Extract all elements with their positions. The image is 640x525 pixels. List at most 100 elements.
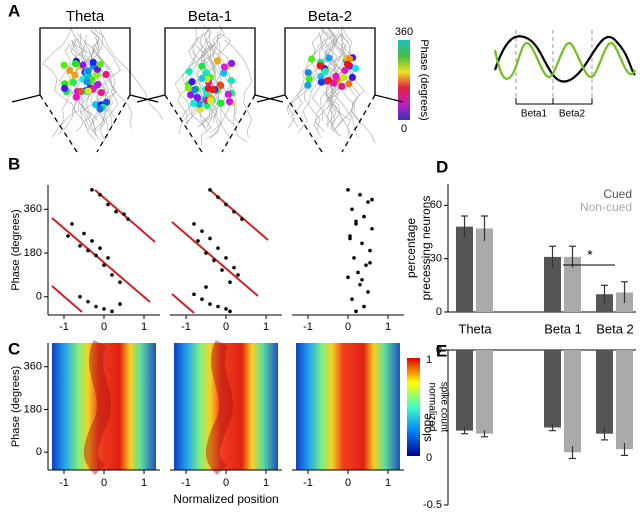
- colorbar-label: spike count: [438, 382, 449, 433]
- colorbar-tick: 1: [426, 354, 432, 366]
- point: [78, 294, 82, 299]
- point: [232, 265, 236, 270]
- point: [106, 202, 110, 207]
- point: [356, 270, 360, 275]
- neuron-branch: [224, 39, 253, 138]
- heatmap-peak: [206, 340, 233, 475]
- neuron-branch: [328, 34, 350, 121]
- neuron-branch: [92, 36, 116, 133]
- significance-mark: *: [587, 247, 593, 263]
- soma-dot: [338, 82, 346, 90]
- neuron-branch: [321, 25, 353, 122]
- soma-dot: [89, 58, 97, 66]
- point: [360, 241, 364, 246]
- soma-dot: [332, 72, 340, 80]
- y-tick-label: -0.5: [423, 499, 442, 511]
- x-tick-label: -1: [303, 321, 313, 333]
- point: [352, 256, 356, 260]
- neuron-branch: [83, 41, 114, 139]
- point: [98, 192, 102, 197]
- x-tick-label: 0: [223, 321, 229, 333]
- neuron-branch: [71, 40, 110, 132]
- soma-dot: [185, 68, 193, 76]
- point: [368, 260, 372, 265]
- soma-dot: [61, 84, 69, 92]
- point: [220, 268, 224, 272]
- heatmap: [174, 343, 278, 470]
- soma-dot: [190, 99, 198, 107]
- frame-dashed: [39, 94, 131, 153]
- point: [232, 209, 236, 214]
- x-tick-label: 0: [101, 477, 107, 489]
- soma-dot: [93, 71, 101, 79]
- soma-dot: [77, 87, 85, 95]
- soma-dot: [216, 81, 224, 89]
- point: [110, 309, 114, 314]
- x-tick-label: 0: [345, 321, 351, 333]
- point: [354, 219, 358, 224]
- point: [366, 200, 370, 204]
- y-axis-label: percentage: [404, 218, 418, 278]
- bar: [456, 226, 473, 312]
- neuron-branch: [80, 33, 108, 142]
- point: [358, 192, 362, 197]
- soma-dot: [228, 59, 236, 67]
- legend-entry: Cued: [603, 187, 632, 201]
- waves: [493, 30, 636, 105]
- soma-dot: [187, 91, 195, 99]
- frame: [256, 27, 404, 103]
- soma-dot: [341, 66, 349, 75]
- soma-dot: [71, 60, 80, 68]
- neuron-branch: [177, 31, 219, 126]
- x-tick-label: Beta 1: [544, 321, 582, 336]
- point: [208, 188, 212, 192]
- neuron-branch: [311, 30, 335, 132]
- x-tick-label: 1: [141, 477, 147, 489]
- bar: [476, 350, 493, 434]
- point: [126, 217, 130, 221]
- point: [204, 251, 208, 255]
- point: [354, 309, 358, 314]
- point: [370, 226, 374, 231]
- panel-label: B: [8, 154, 20, 173]
- point: [236, 273, 240, 277]
- neuron-branch: [291, 31, 324, 128]
- panel-label: C: [8, 339, 20, 358]
- point: [228, 309, 232, 314]
- point: [346, 188, 350, 192]
- neuron-branch: [42, 26, 76, 114]
- point: [196, 239, 200, 243]
- soma-dot: [220, 69, 228, 77]
- point: [118, 280, 122, 284]
- soma-dot: [198, 62, 206, 70]
- soma-dot: [317, 72, 325, 81]
- x-tick-label: -1: [59, 321, 69, 333]
- point: [66, 234, 70, 238]
- soma-dot: [188, 78, 196, 86]
- y-axis-label: Phase (degrees): [10, 209, 22, 290]
- point: [94, 253, 98, 258]
- soma-dot: [304, 81, 312, 89]
- point: [110, 273, 114, 277]
- y-axis-label: Phase (degrees): [10, 366, 22, 447]
- soma-dot: [209, 86, 217, 94]
- neuron-branch: [52, 29, 100, 138]
- point: [94, 304, 98, 309]
- neuron-branch: [287, 34, 321, 129]
- neuron-branch: [304, 27, 335, 131]
- x-tick-label: 1: [141, 321, 147, 333]
- soma-dot: [217, 99, 225, 107]
- bar: [564, 256, 581, 312]
- point: [102, 263, 106, 267]
- soma-dot: [198, 74, 206, 82]
- x-tick-label: -1: [59, 477, 69, 489]
- x-tick-label: 0: [101, 321, 107, 333]
- x-tick-label: 0: [223, 477, 229, 489]
- point: [118, 302, 122, 306]
- wave-label: Beta2: [559, 109, 586, 120]
- point: [366, 290, 370, 294]
- heatmap-peak: [84, 340, 111, 475]
- x-tick-label: 1: [263, 321, 269, 333]
- y-tick-label: 0: [436, 344, 442, 356]
